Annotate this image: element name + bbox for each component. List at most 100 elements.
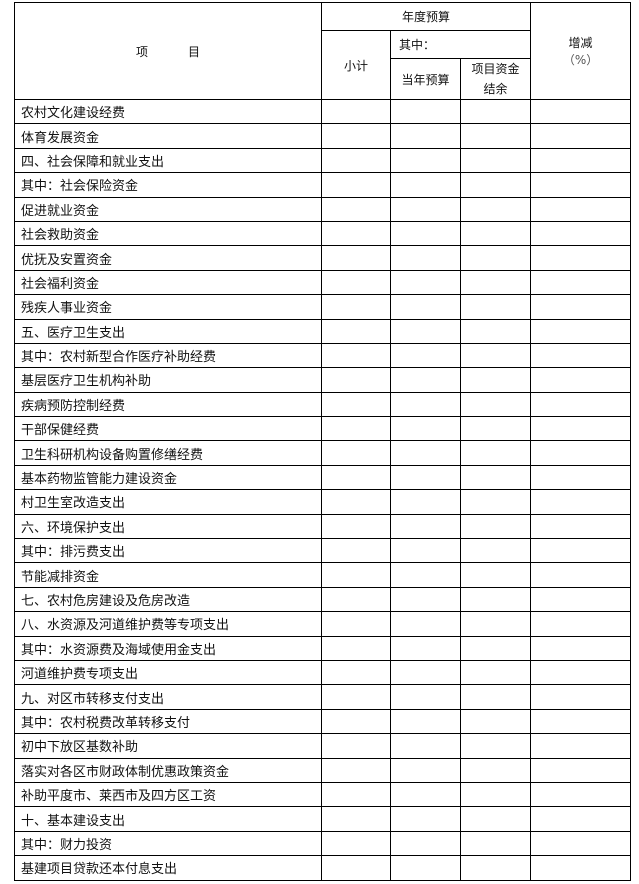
row-label: 疾病预防控制经费 bbox=[14, 391, 322, 418]
table-row: 基层医疗卫生机构补助 bbox=[14, 367, 632, 393]
table-row: 促进就业资金 bbox=[14, 196, 632, 222]
empty-cell bbox=[321, 318, 391, 344]
table-row: 社会福利资金 bbox=[14, 269, 632, 296]
empty-cell bbox=[321, 147, 391, 174]
empty-cell bbox=[530, 98, 632, 125]
empty-cell bbox=[459, 147, 532, 174]
empty-cell bbox=[390, 733, 461, 759]
empty-cell bbox=[530, 586, 632, 613]
empty-cell bbox=[530, 733, 632, 759]
empty-cell bbox=[321, 806, 391, 832]
row-label: 其中：农村税费改革转移支付 bbox=[14, 708, 322, 735]
empty-cell bbox=[530, 489, 632, 515]
empty-cell bbox=[459, 294, 532, 320]
row-label: 其中：排污费支出 bbox=[14, 538, 322, 564]
empty-cell bbox=[390, 196, 461, 222]
empty-cell bbox=[459, 464, 532, 491]
empty-cell bbox=[390, 440, 461, 466]
empty-cell bbox=[390, 538, 461, 564]
row-label: 四、社会保障和就业支出 bbox=[14, 147, 322, 174]
empty-cell bbox=[321, 611, 391, 637]
empty-cell bbox=[530, 342, 632, 369]
empty-cell bbox=[530, 196, 632, 222]
table-row: 其中：排污费支出 bbox=[14, 538, 632, 564]
empty-cell bbox=[459, 513, 532, 540]
table-row: 七、农村危房建设及危房改造 bbox=[14, 586, 632, 613]
row-label: 其中：水资源费及海域使用金支出 bbox=[14, 635, 322, 661]
row-label: 优抚及安置资金 bbox=[14, 245, 322, 271]
of-which-header: 其中： bbox=[389, 30, 532, 59]
empty-cell bbox=[459, 659, 532, 686]
row-label: 其中：社会保险资金 bbox=[14, 172, 322, 198]
empty-cell bbox=[390, 611, 461, 637]
row-label: 九、对区市转移支付支出 bbox=[14, 684, 322, 710]
empty-cell bbox=[321, 98, 391, 125]
empty-cell bbox=[459, 538, 532, 564]
empty-cell bbox=[459, 172, 532, 198]
empty-cell bbox=[530, 318, 632, 344]
empty-cell bbox=[459, 635, 532, 661]
empty-cell bbox=[321, 513, 391, 540]
table-row: 基建项目贷款还本付息支出 bbox=[14, 855, 632, 881]
empty-cell bbox=[390, 391, 461, 418]
empty-cell bbox=[390, 635, 461, 661]
item-header-text: 项目 bbox=[135, 44, 240, 59]
row-label: 卫生科研机构设备购置修缮经费 bbox=[14, 440, 322, 466]
empty-cell bbox=[321, 464, 391, 491]
row-label: 村卫生室改造支出 bbox=[14, 489, 322, 515]
empty-cell bbox=[390, 416, 461, 442]
table-row: 农村文化建设经费 bbox=[14, 98, 632, 125]
empty-cell bbox=[530, 220, 632, 247]
empty-cell bbox=[530, 659, 632, 686]
empty-cell bbox=[321, 220, 391, 247]
item-header: 项目 bbox=[14, 2, 322, 100]
empty-cell bbox=[321, 733, 391, 759]
empty-cell bbox=[530, 757, 632, 783]
table-row: 十、基本建设支出 bbox=[14, 806, 632, 832]
empty-cell bbox=[390, 855, 461, 881]
empty-cell bbox=[530, 611, 632, 637]
table-row: 节能减排资金 bbox=[14, 562, 632, 588]
empty-cell bbox=[459, 245, 532, 271]
empty-cell bbox=[321, 562, 391, 588]
empty-cell bbox=[459, 708, 532, 735]
empty-cell bbox=[390, 123, 461, 149]
table-row: 优抚及安置资金 bbox=[14, 245, 632, 271]
table-row: 其中：财力投资 bbox=[14, 830, 632, 857]
empty-cell bbox=[459, 684, 532, 710]
empty-cell bbox=[459, 757, 532, 783]
empty-cell bbox=[321, 342, 391, 369]
empty-cell bbox=[459, 855, 532, 881]
row-label: 六、环境保护支出 bbox=[14, 513, 322, 540]
table-row: 五、医疗卫生支出 bbox=[14, 318, 632, 344]
table-row: 初中下放区基数补助 bbox=[14, 733, 632, 759]
row-label: 促进就业资金 bbox=[14, 196, 322, 222]
empty-cell bbox=[321, 391, 391, 418]
empty-cell bbox=[390, 367, 461, 393]
table-row: 社会救助资金 bbox=[14, 220, 632, 247]
empty-cell bbox=[390, 318, 461, 344]
table-row: 其中：农村新型合作医疗补助经费 bbox=[14, 342, 632, 369]
empty-cell bbox=[390, 586, 461, 613]
table-row: 八、水资源及河道维护费等专项支出 bbox=[14, 611, 632, 637]
empty-cell bbox=[390, 708, 461, 735]
table-row: 卫生科研机构设备购置修缮经费 bbox=[14, 440, 632, 466]
table-row: 其中：农村税费改革转移支付 bbox=[14, 708, 632, 735]
budget-table: 项目 年度预算 增减 （%） 小计 其中： 当年预算 项目资金结余 农村文化建设经… bbox=[14, 2, 632, 881]
empty-cell bbox=[321, 757, 391, 783]
row-label: 七、农村危房建设及危房改造 bbox=[14, 586, 322, 613]
row-label: 补助平度市、莱西市及四方区工资 bbox=[14, 781, 322, 808]
change-header: 增减 （%） bbox=[530, 2, 632, 100]
table-header: 项目 年度预算 增减 （%） 小计 其中： 当年预算 项目资金结余 bbox=[14, 2, 632, 100]
row-label: 社会福利资金 bbox=[14, 269, 322, 296]
empty-cell bbox=[321, 830, 391, 857]
table-row: 干部保健经费 bbox=[14, 416, 632, 442]
empty-cell bbox=[321, 489, 391, 515]
table-row: 残疾人事业资金 bbox=[14, 294, 632, 320]
row-label: 八、水资源及河道维护费等专项支出 bbox=[14, 611, 322, 637]
empty-cell bbox=[459, 416, 532, 442]
empty-cell bbox=[321, 294, 391, 320]
change-text: 增减 bbox=[568, 36, 593, 50]
empty-cell bbox=[530, 416, 632, 442]
